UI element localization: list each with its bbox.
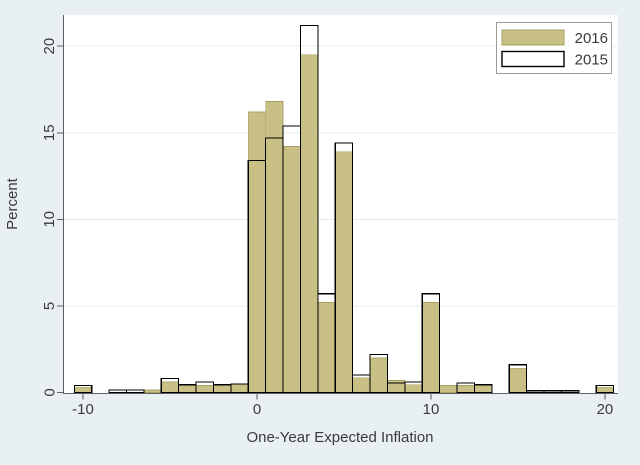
tick-labels: -10 0 10 20 0 5 10 15 20	[41, 38, 613, 418]
histogram-bar-2016	[247, 111, 267, 393]
y-tick-label: 10	[41, 211, 58, 228]
histogram-bar-2015-outline	[334, 142, 354, 394]
histogram-bar-2016	[282, 146, 301, 393]
y-axis-title: Percent	[4, 177, 21, 230]
histogram-bar-2016	[213, 384, 232, 393]
histogram-bar-2016	[456, 385, 475, 393]
legend-swatch-2016	[501, 29, 565, 46]
legend-label-2015: 2015	[575, 52, 608, 69]
histogram-bar-2015-outline	[473, 384, 493, 394]
histogram-bar-2015-outline	[73, 385, 93, 394]
histogram-bar-2016	[195, 385, 214, 393]
x-tick-label: 10	[423, 401, 440, 418]
y-tick-label: 0	[41, 388, 58, 396]
histogram-bar-2016	[595, 386, 615, 393]
histogram-bar-2016	[143, 389, 162, 393]
legend-label-2016: 2016	[575, 30, 608, 47]
y-tick-label: 5	[41, 302, 58, 310]
legend-swatch-2015	[501, 50, 565, 68]
histogram-bar-2016	[317, 302, 336, 393]
histogram-bar-2015-outline	[299, 24, 319, 394]
x-tick-label: -10	[72, 401, 94, 418]
histogram-bar-2015-outline	[421, 293, 441, 394]
histogram-bar-2016	[178, 384, 197, 393]
histogram-bar-2016	[369, 357, 388, 393]
histogram-bar-2016	[265, 101, 284, 393]
histogram-bar-2016	[160, 381, 180, 393]
histogram-bar-2016	[508, 367, 528, 393]
histogram-bar-2015-outline	[369, 353, 389, 394]
histogram-bar-2016	[334, 151, 354, 393]
histogram-bar-2016	[404, 384, 423, 393]
x-tick-label: 0	[253, 401, 261, 418]
x-axis-title: One-Year Expected Inflation	[246, 429, 433, 446]
axes	[63, 15, 618, 394]
histogram-bar-2015-outline	[595, 385, 615, 394]
histogram-bar-2016	[387, 379, 406, 393]
histogram-bar-2015-outline	[560, 390, 580, 394]
y-tick-label: 20	[41, 38, 58, 55]
tick-marks	[57, 45, 606, 400]
histogram-bar-2016	[474, 384, 493, 393]
histogram-bar-2015-outline	[125, 389, 145, 394]
histogram-bar-2016	[300, 54, 319, 393]
histogram-bar-2016	[421, 302, 441, 393]
legend: 2016 2015	[496, 22, 612, 74]
histogram-bar-2016	[230, 383, 249, 393]
histogram-bar-2016	[439, 385, 458, 393]
y-tick-label: 15	[41, 124, 58, 141]
histogram-bar-2016	[352, 377, 371, 393]
bars-2015	[73, 24, 615, 394]
histogram-bar-2015-outline	[508, 364, 528, 394]
histogram-bar-2016	[73, 386, 93, 393]
x-tick-label: 20	[597, 401, 614, 418]
